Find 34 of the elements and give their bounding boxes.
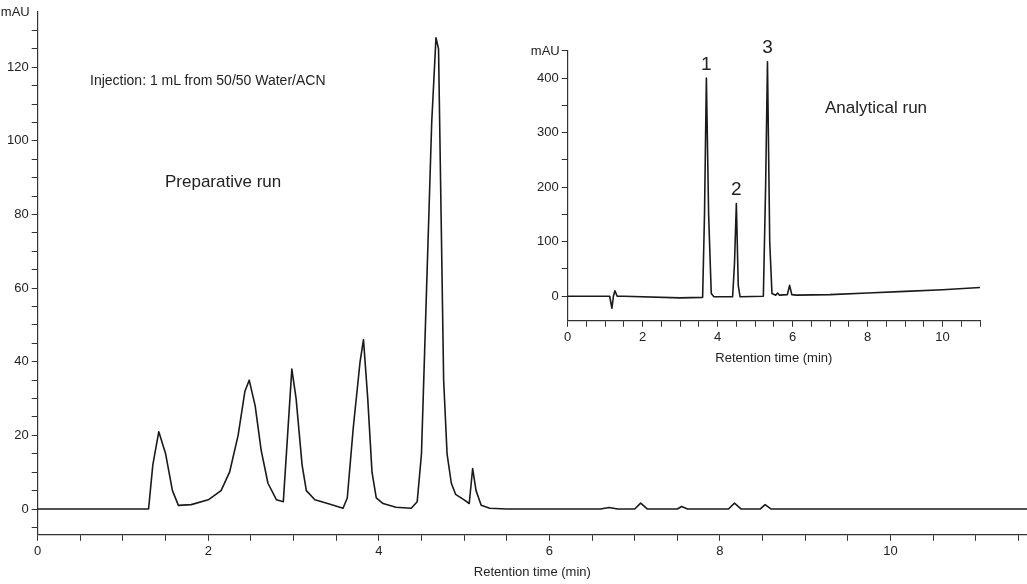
y-tick-label: 200 — [536, 178, 559, 194]
x-tick-label: 4 — [375, 543, 383, 559]
annotation: 2 — [731, 178, 742, 200]
x-tick-label: 0 — [564, 329, 572, 345]
x-tick-label: 10 — [883, 543, 898, 559]
x-tick-label: 6 — [788, 329, 797, 345]
x-tick-label: 0 — [34, 543, 42, 559]
y-tick-label: 60 — [14, 279, 29, 295]
x-tick-label: 8 — [716, 543, 724, 559]
y-tick-label: 100 — [536, 233, 559, 249]
annotation: 3 — [762, 36, 773, 58]
x-tick-label: 4 — [714, 329, 722, 345]
annotation: 1 — [701, 52, 712, 74]
x-tick-label: 2 — [639, 329, 647, 345]
x-tick-label: 10 — [935, 329, 950, 345]
annotation: Preparative run — [165, 172, 282, 192]
y-axis-title: mAU — [530, 42, 560, 58]
y-tick-label: 0 — [21, 500, 29, 516]
y-axis-title: mAU — [0, 4, 30, 20]
y-tick-label: 40 — [14, 353, 29, 369]
y-tick-label: 80 — [14, 206, 29, 222]
x-tick-label: 2 — [204, 543, 212, 559]
x-axis-title: Retention time (min) — [715, 349, 833, 365]
annotation: Injection: 1 mL from 50/50 Water/ACN — [90, 72, 326, 88]
x-axis-title: Retention time (min) — [473, 563, 591, 579]
y-tick-label: 0 — [551, 287, 559, 303]
x-tick-label: 8 — [863, 329, 872, 345]
y-tick-label: 20 — [14, 426, 29, 442]
y-tick-label: 400 — [536, 69, 559, 85]
x-tick-label: 6 — [545, 543, 554, 559]
y-tick-label: 120 — [6, 58, 29, 74]
annotation: Analytical run — [825, 98, 928, 118]
y-tick-label: 300 — [536, 124, 559, 140]
y-tick-label: 100 — [6, 132, 29, 148]
